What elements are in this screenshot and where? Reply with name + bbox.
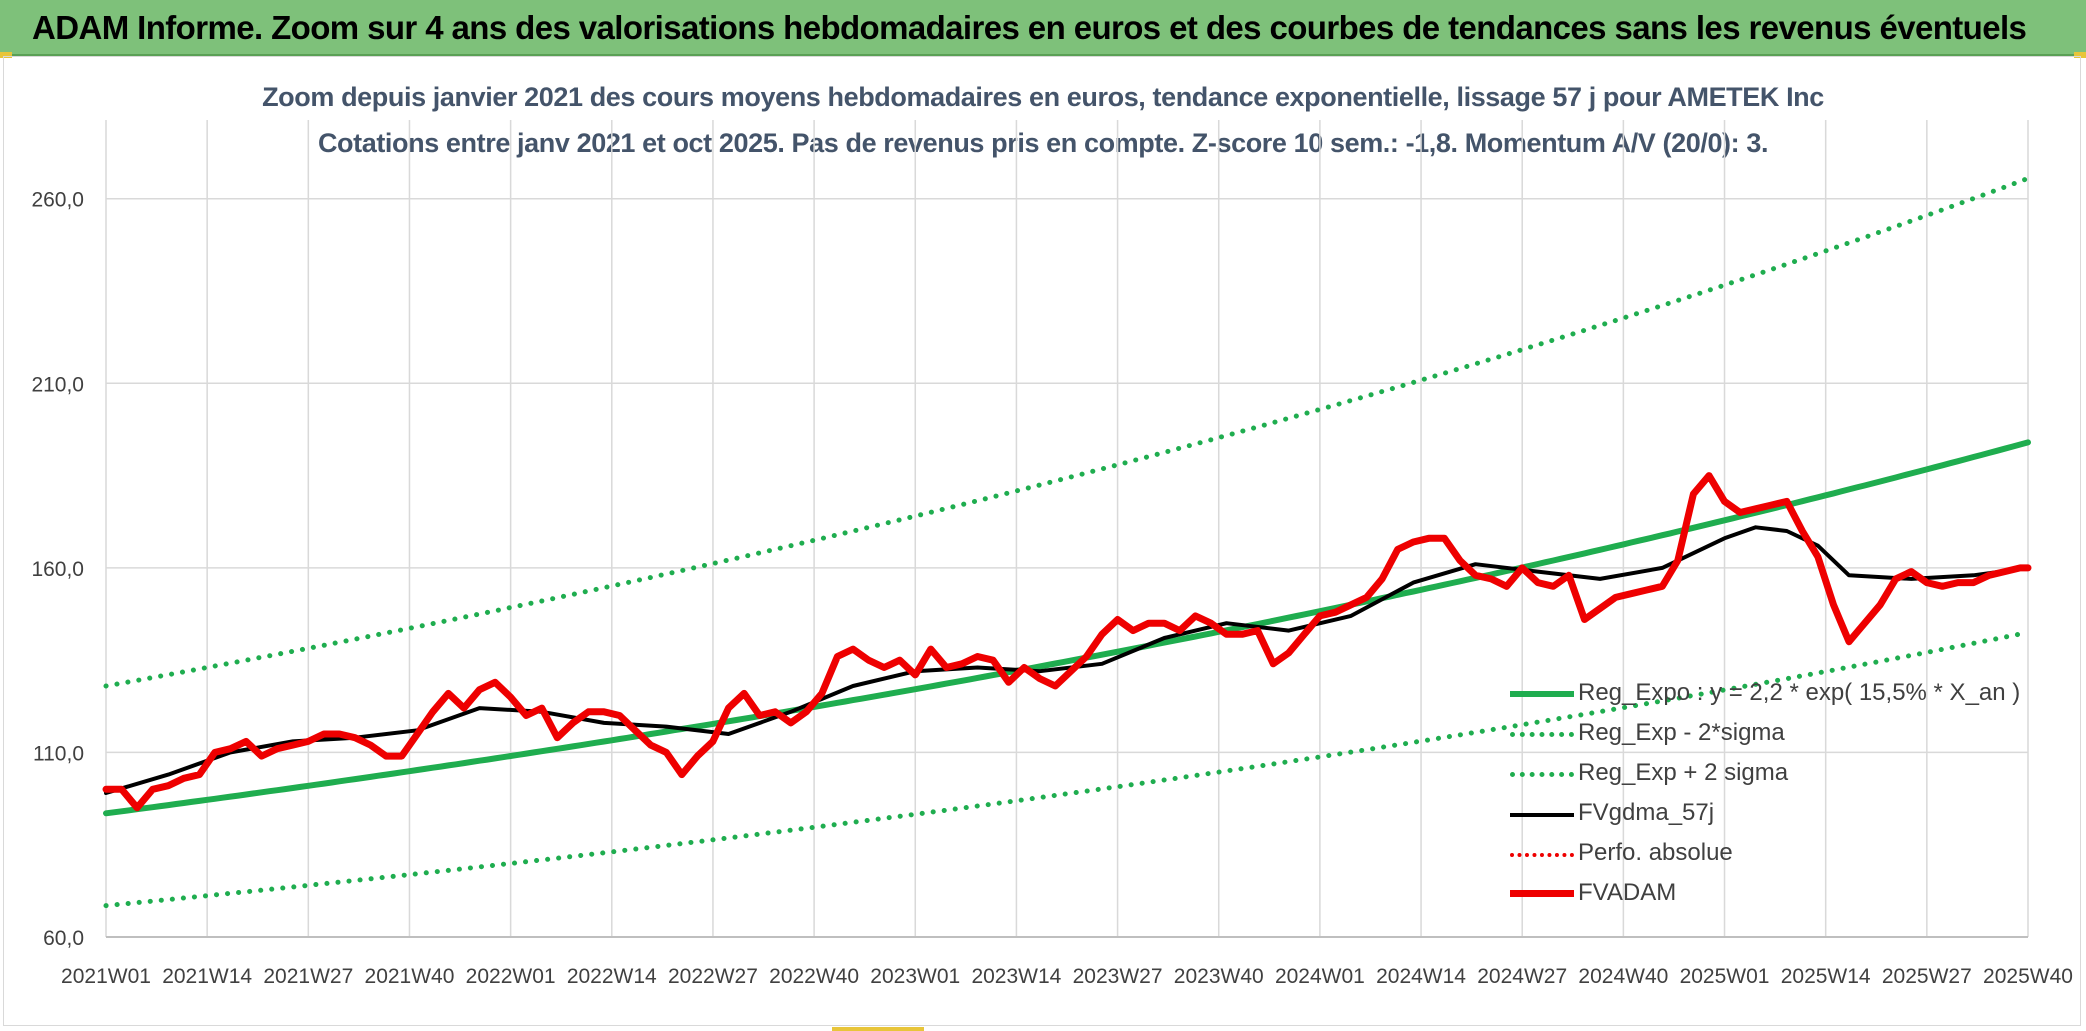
x-tick-label: 2021W01 <box>61 965 151 988</box>
x-tick-label: 2025W27 <box>1882 965 1972 988</box>
banner-accent-left <box>0 52 12 58</box>
x-tick-label: 2021W14 <box>162 965 252 988</box>
report-title: ADAM Informe. Zoom sur 4 ans des valoris… <box>32 9 2027 46</box>
legend-swatch-perfo <box>1510 853 1574 857</box>
x-tick-label: 2023W14 <box>971 965 1061 988</box>
horizontal-gridlines <box>106 197 2028 938</box>
legend-label-perfo: Perfo. absolue <box>1578 839 1733 866</box>
x-tick-label: 2024W40 <box>1578 965 1668 988</box>
bottom-accent <box>832 1027 924 1031</box>
y-tick-label: 160,0 <box>31 558 84 581</box>
legend-swatch-fvgdma <box>1510 813 1574 817</box>
x-tick-label: 2022W14 <box>567 965 657 988</box>
chart-title: Zoom depuis janvier 2021 des cours moyen… <box>262 82 1824 112</box>
x-axis-ticks: 2021W01 2021W14 2021W27 2021W40 2022W01 2022W… <box>61 965 2073 988</box>
legend-swatch-reg-exp-plus <box>1510 772 1574 777</box>
series-line-reg-exp-2-sigma <box>103 630 2031 909</box>
legend-label-reg-exp-plus: Reg_Exp + 2 sigma <box>1578 759 1789 786</box>
legend-label-reg-exp-minus: Reg_Exp - 2*sigma <box>1578 719 1785 746</box>
y-tick-label: 110,0 <box>33 742 84 765</box>
report-banner: ADAM Informe. Zoom sur 4 ans des valoris… <box>0 0 2086 56</box>
legend-label-fvadam: FVADAM <box>1578 879 1677 906</box>
x-tick-label: 2023W40 <box>1174 965 1264 988</box>
legend-label-fvgdma: FVgdma_57j <box>1578 799 1715 826</box>
x-tick-label: 2025W40 <box>1983 965 2073 988</box>
x-tick-label: 2025W14 <box>1781 965 1871 988</box>
x-tick-label: 2023W27 <box>1073 965 1163 988</box>
x-tick-label: 2022W27 <box>668 965 758 988</box>
legend-label-reg-expo: Reg_Expo : y = 2,2 * exp( 15,5% * X_an ) <box>1578 679 2021 706</box>
series-line-fvgdma-57j <box>104 525 2030 795</box>
banner-accent-right <box>2074 52 2086 58</box>
y-tick-label: 60,0 <box>43 927 84 950</box>
x-tick-label: 2022W40 <box>769 965 859 988</box>
x-tick-label: 2021W27 <box>263 965 353 988</box>
legend-swatch-fvadam <box>1510 890 1574 897</box>
series-layer <box>102 175 2032 909</box>
x-tick-label: 2023W01 <box>870 965 960 988</box>
chart-subtitle: Cotations entre janv 2021 et oct 2025. P… <box>317 128 1769 158</box>
vertical-gridlines <box>105 120 2029 937</box>
y-axis-ticks: 60,0 110,0 160,0 210,0 260,0 <box>31 189 84 950</box>
x-tick-label: 2021W40 <box>365 965 455 988</box>
legend-swatch-reg-exp-minus <box>1510 732 1574 737</box>
series-line-fvadam <box>102 472 2032 812</box>
y-tick-label: 260,0 <box>31 189 84 212</box>
x-tick-label: 2024W27 <box>1477 965 1567 988</box>
series-line-reg-exp-2-sigma <box>103 175 2031 689</box>
x-tick-label: 2024W14 <box>1376 965 1466 988</box>
x-tick-label: 2025W01 <box>1680 965 1770 988</box>
y-tick-label: 210,0 <box>31 373 84 396</box>
chart-frame <box>3 56 2081 1026</box>
x-tick-label: 2024W01 <box>1275 965 1365 988</box>
legend-swatch-reg-expo <box>1510 691 1574 697</box>
x-tick-label: 2022W01 <box>466 965 556 988</box>
series-line-reg-expo-y-2-2-exp-15-5-x-an <box>103 439 2031 817</box>
